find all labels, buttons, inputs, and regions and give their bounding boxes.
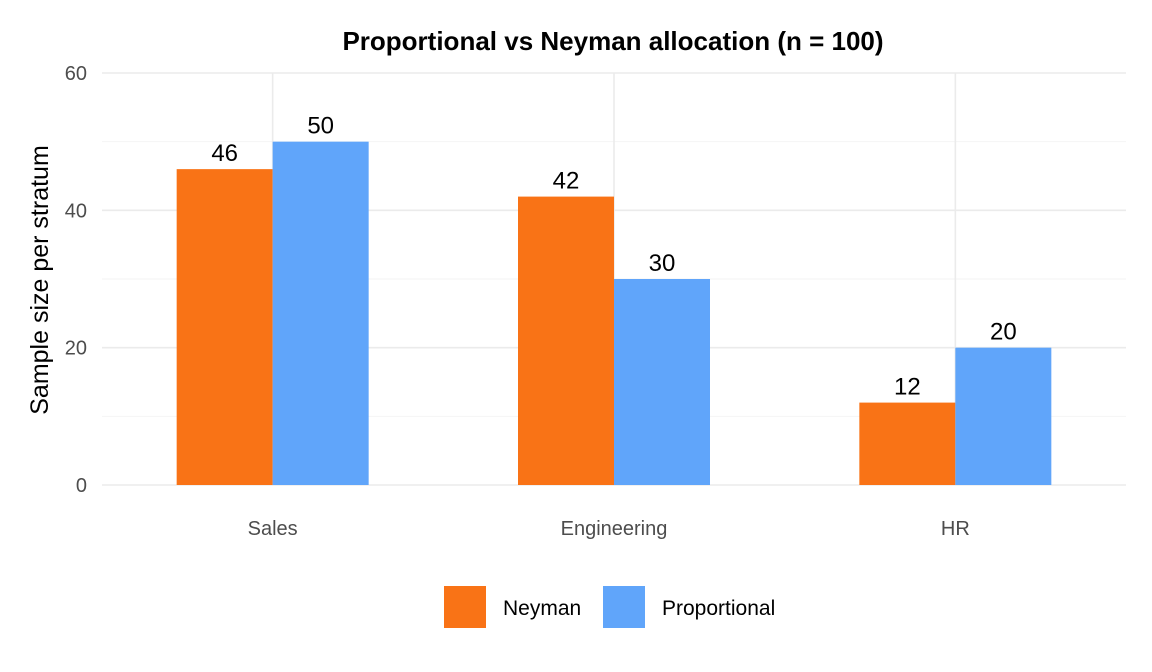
x-axis-ticks: Sales Engineering HR [248, 518, 970, 540]
bars [176, 141, 1052, 485]
data-label: 42 [553, 168, 580, 195]
bar [955, 347, 1052, 485]
legend-label: Neyman [503, 597, 581, 620]
x-tick-label: Sales [248, 518, 298, 540]
y-tick-label: 60 [65, 63, 87, 85]
data-label: 46 [211, 140, 238, 167]
bar [859, 402, 956, 485]
legend-swatch [603, 586, 645, 628]
data-label: 50 [307, 113, 334, 140]
legend-label: Proportional [662, 597, 775, 620]
data-label: 30 [649, 250, 676, 277]
legend-swatch [444, 586, 486, 628]
legend: Neyman Proportional [444, 586, 775, 628]
y-tick-label: 40 [65, 200, 87, 222]
y-tick-label: 20 [65, 338, 87, 360]
chart-title: Proportional vs Neyman allocation (n = 1… [342, 26, 883, 56]
y-axis-label: Sample size per stratum [26, 145, 54, 415]
bar [272, 141, 369, 485]
x-tick-label: HR [941, 518, 970, 540]
data-label: 20 [990, 319, 1017, 346]
data-label: 12 [894, 374, 921, 401]
y-axis-ticks: 0 20 40 60 [65, 63, 87, 497]
bar [518, 196, 614, 485]
x-tick-label: Engineering [561, 518, 668, 540]
bar [614, 279, 710, 485]
y-tick-label: 0 [76, 475, 87, 497]
data-labels: 46 50 42 30 12 20 [211, 113, 1016, 401]
bar [176, 169, 273, 485]
